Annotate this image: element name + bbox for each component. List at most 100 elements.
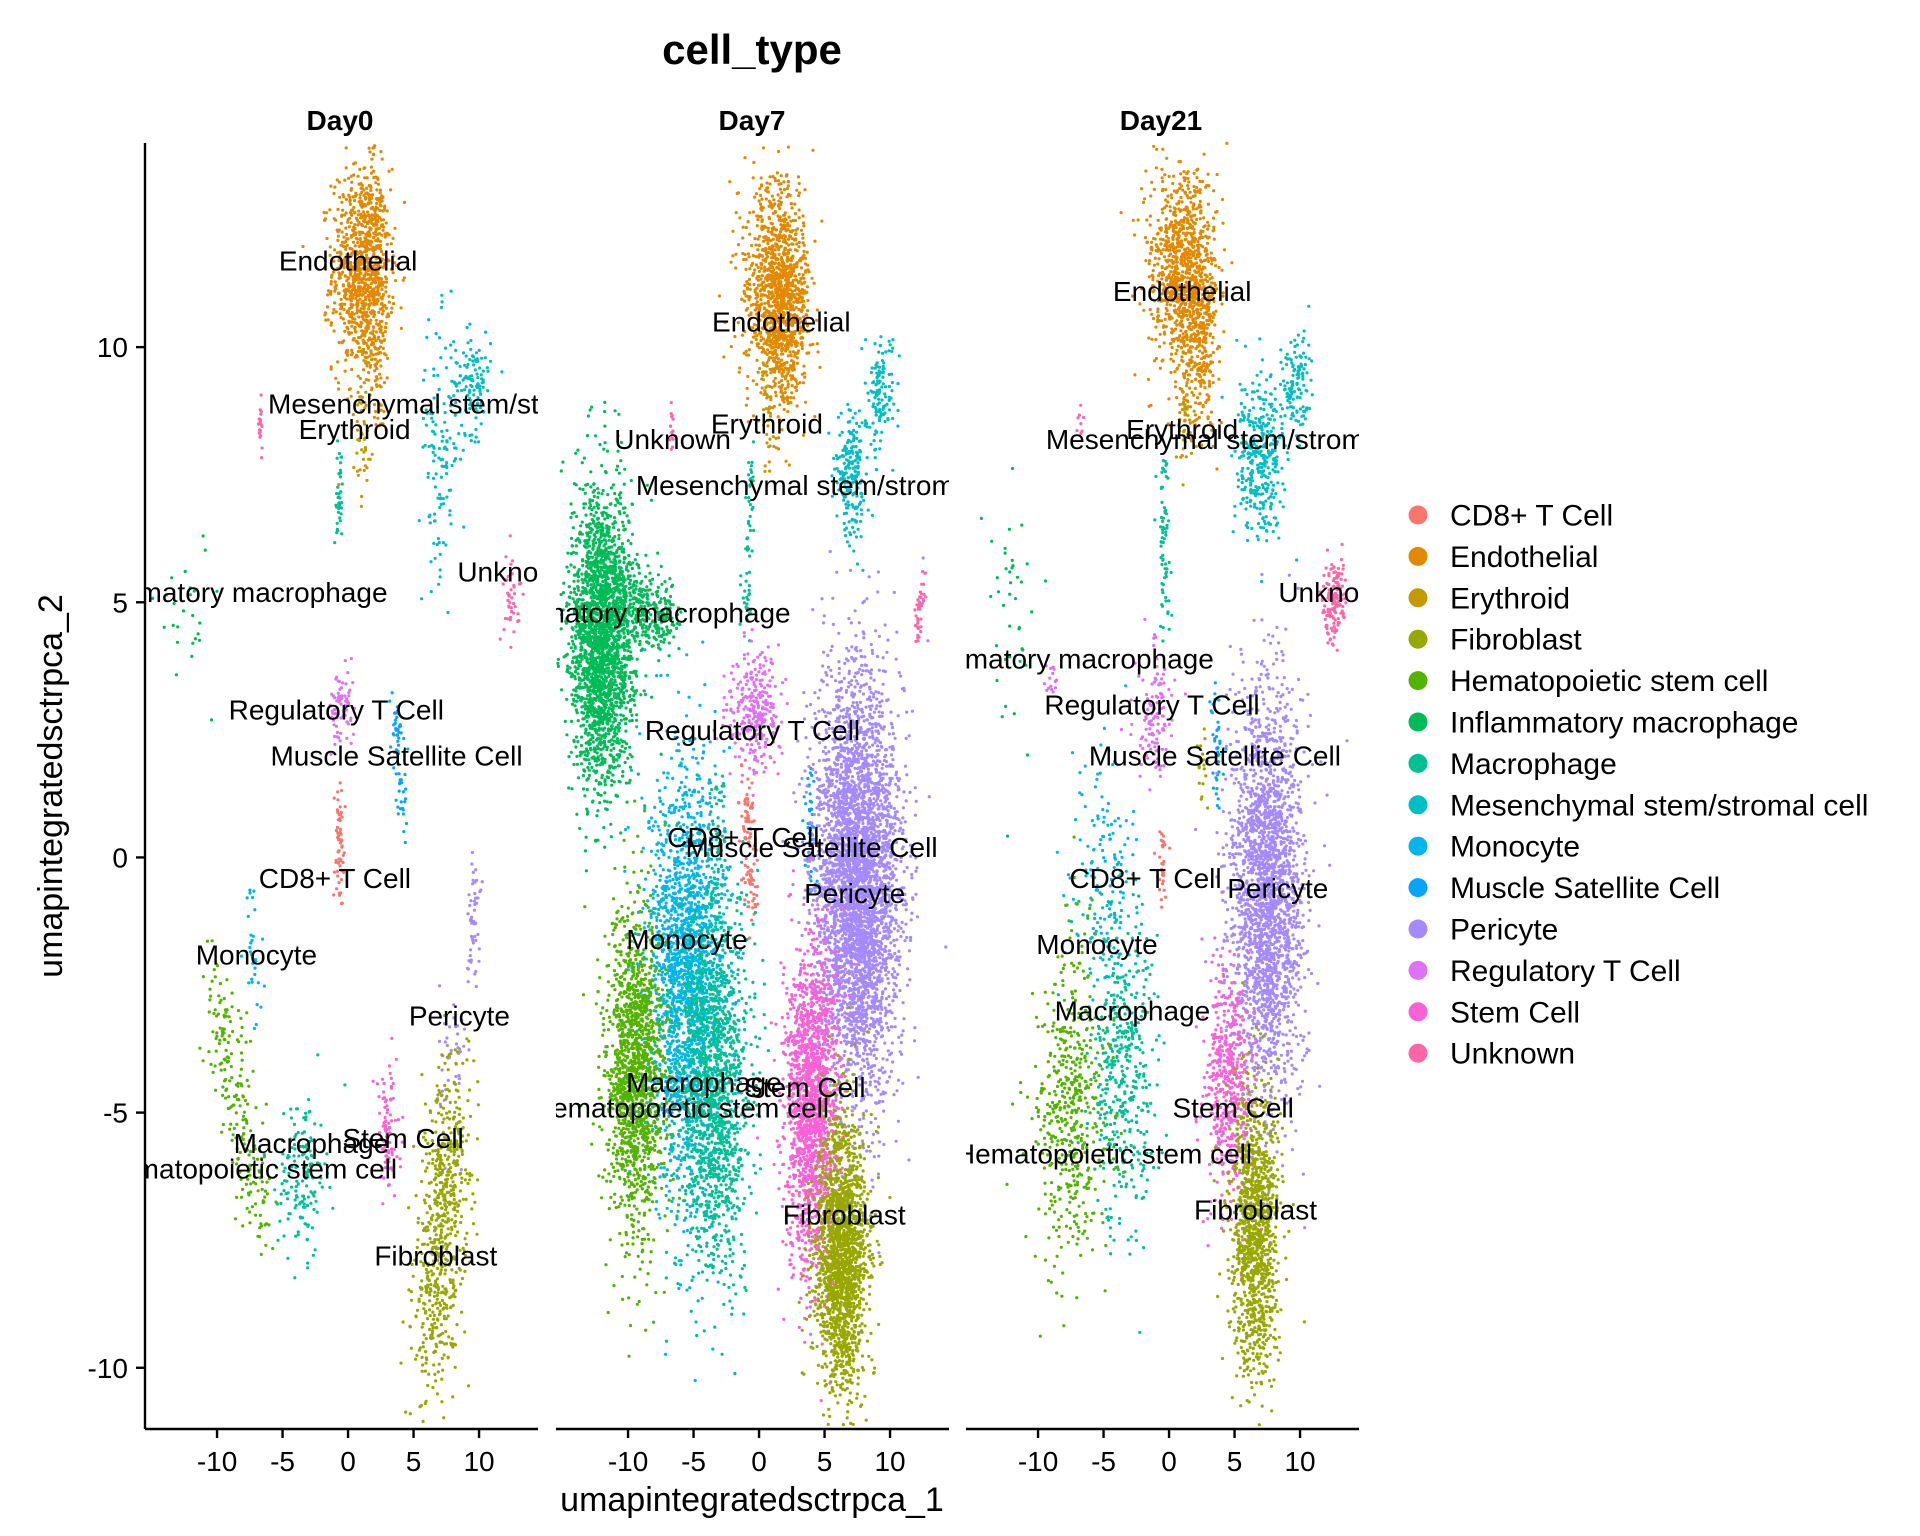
cell-point xyxy=(856,461,860,465)
cell-point xyxy=(474,896,478,900)
cell-point xyxy=(408,1324,412,1328)
cell-point xyxy=(760,205,764,209)
cell-point xyxy=(223,1068,227,1072)
cell-point xyxy=(171,623,175,628)
cell-point xyxy=(436,1306,440,1310)
cell-point xyxy=(453,1343,458,1347)
cell-point xyxy=(466,912,470,916)
cell-point xyxy=(362,214,366,218)
cell-point xyxy=(364,191,368,195)
cell-point xyxy=(264,1222,268,1226)
cell-point xyxy=(258,408,262,412)
cell-point xyxy=(191,641,195,645)
cell-point xyxy=(360,352,364,357)
cell-point xyxy=(438,1301,442,1305)
cell-point xyxy=(436,1334,440,1338)
cell-point xyxy=(439,1105,443,1109)
cell-point xyxy=(802,276,806,280)
cell-point xyxy=(465,325,469,330)
cell-point xyxy=(427,515,431,519)
cell-point xyxy=(769,201,773,205)
cell-point xyxy=(748,295,752,299)
cell-point xyxy=(779,395,784,399)
cell-point xyxy=(480,880,484,884)
cell-point xyxy=(382,1081,386,1086)
cell-point xyxy=(375,1082,379,1086)
cell-point xyxy=(227,1095,231,1099)
cell-point xyxy=(513,605,517,609)
cell-point xyxy=(782,180,786,184)
cell-point xyxy=(433,1290,437,1294)
cell-point xyxy=(372,231,376,235)
cell-point xyxy=(442,1117,446,1121)
cell-point xyxy=(784,217,788,222)
cell-point xyxy=(869,389,873,393)
cell-point xyxy=(473,1200,477,1204)
cell-point xyxy=(797,208,801,212)
cell-point xyxy=(783,211,787,215)
cell-point xyxy=(744,579,748,583)
cell-point xyxy=(326,293,330,297)
cell-point xyxy=(341,283,345,287)
cell-point xyxy=(468,1174,472,1178)
cell-point xyxy=(438,1224,442,1228)
cell-point xyxy=(780,268,784,273)
cell-point xyxy=(431,430,435,434)
cell-point xyxy=(471,1192,475,1196)
cell-point xyxy=(879,335,883,339)
cell-point xyxy=(214,1049,218,1053)
cell-point xyxy=(332,329,336,333)
cell-point xyxy=(424,1309,428,1313)
cell-point xyxy=(774,242,778,246)
cell-point xyxy=(435,1277,439,1281)
cell-point xyxy=(415,1308,420,1312)
cell-point xyxy=(789,395,793,400)
cell-point xyxy=(331,1206,335,1210)
cell-point xyxy=(423,443,427,447)
cell-point xyxy=(848,419,852,424)
cell-point xyxy=(372,169,376,173)
cell-point xyxy=(264,1243,268,1247)
cell-point xyxy=(769,395,773,399)
cell-point xyxy=(380,280,384,284)
cell-point xyxy=(474,969,478,974)
cell-point xyxy=(570,693,574,697)
cell-point xyxy=(264,1102,268,1106)
cell-point xyxy=(437,446,441,451)
cell-point xyxy=(449,1184,453,1188)
cell-point xyxy=(786,184,790,188)
cell-point xyxy=(227,1056,231,1060)
cell-point xyxy=(305,1184,309,1188)
cell-point xyxy=(434,1342,438,1346)
cell-point xyxy=(453,1365,457,1369)
cell-point xyxy=(371,1079,375,1083)
cell-point xyxy=(353,325,357,329)
cell-point xyxy=(331,311,335,315)
cell-point xyxy=(433,1321,437,1325)
cell-point xyxy=(794,237,798,241)
cell-point xyxy=(289,1107,293,1111)
cell-point xyxy=(435,1392,439,1396)
cell-point xyxy=(388,1071,392,1075)
cell-point xyxy=(387,1064,391,1068)
cell-point xyxy=(436,1370,440,1374)
cell-point xyxy=(890,380,895,385)
cell-point xyxy=(771,237,775,241)
cell-point xyxy=(355,305,359,309)
cell-point xyxy=(346,671,350,675)
cell-point xyxy=(237,1098,241,1102)
cell-point xyxy=(334,376,338,380)
cell-point xyxy=(432,374,436,378)
cell-point xyxy=(338,827,343,832)
cell-point xyxy=(352,285,356,289)
cell-point xyxy=(797,258,802,262)
cell-point xyxy=(775,235,779,239)
cell-point xyxy=(420,1325,424,1329)
cell-point xyxy=(328,245,332,249)
cell-point xyxy=(444,366,448,370)
cell-point xyxy=(474,359,478,364)
cell-point xyxy=(403,800,407,804)
cell-point xyxy=(587,773,592,778)
cell-point xyxy=(423,1201,427,1205)
cell-point xyxy=(374,330,378,334)
